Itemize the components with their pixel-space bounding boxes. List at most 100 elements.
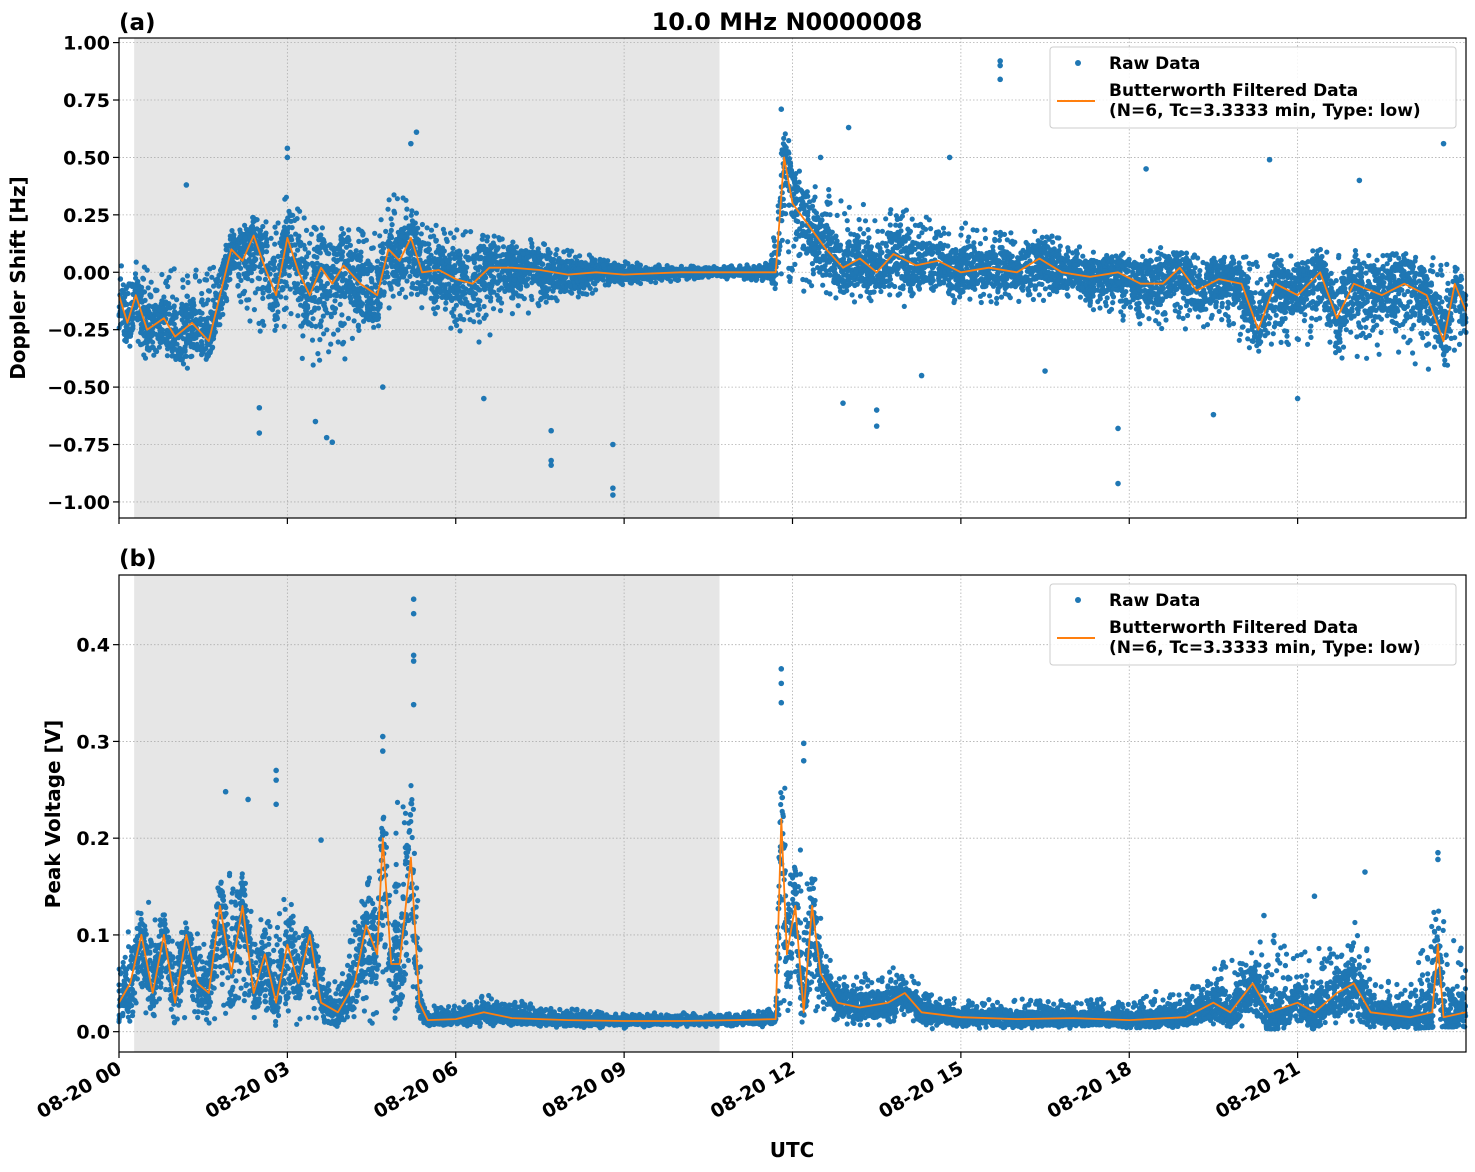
raw-data-point (922, 278, 928, 284)
raw-data-point (612, 264, 618, 270)
raw-data-point (134, 310, 140, 316)
raw-data-point (762, 273, 768, 279)
raw-data-point (450, 245, 456, 251)
raw-data-point (346, 289, 353, 295)
raw-data-point (791, 213, 797, 219)
raw-data-point (465, 309, 471, 315)
raw-data-point (260, 223, 266, 230)
raw-data-point (193, 308, 199, 314)
raw-data-point (428, 227, 435, 233)
raw-data-point (331, 331, 337, 337)
raw-data-point (812, 240, 818, 246)
raw-data-point (903, 207, 910, 213)
raw-data-point (569, 248, 575, 254)
raw-data-point (476, 339, 482, 345)
raw-data-point (300, 333, 306, 339)
raw-data-point (352, 307, 358, 313)
raw-data-point (879, 228, 886, 234)
raw-data-point (868, 255, 875, 261)
raw-data-point (878, 288, 884, 295)
raw-data-point (489, 244, 495, 250)
raw-data-point (491, 255, 498, 261)
raw-data-point (369, 306, 375, 312)
raw-data-point (449, 250, 455, 256)
raw-data-point (834, 212, 840, 218)
raw-data-point (887, 292, 893, 298)
raw-data-point (339, 278, 345, 284)
raw-data-point (275, 309, 281, 315)
raw-data-point (791, 243, 797, 249)
raw-data-point (812, 216, 818, 222)
raw-data-point (900, 283, 906, 289)
raw-data-point (324, 250, 330, 256)
raw-data-point (833, 295, 839, 301)
raw-data-point (216, 283, 222, 289)
raw-data-point (494, 246, 500, 252)
raw-data-point (529, 244, 535, 250)
raw-data-point (826, 228, 832, 234)
raw-data-point (149, 333, 155, 339)
raw-data-point (163, 278, 170, 284)
raw-data-point (375, 306, 381, 313)
raw-data-point (771, 235, 777, 241)
raw-data-point (543, 292, 550, 298)
raw-data-point (187, 306, 193, 312)
raw-data-point (810, 271, 817, 277)
raw-data-point (575, 266, 581, 272)
raw-data-point (406, 250, 412, 256)
raw-data-point (829, 247, 835, 253)
raw-data-point (556, 263, 562, 270)
raw-data-point (481, 280, 487, 286)
raw-data-point (145, 285, 151, 291)
raw-data-point (260, 290, 266, 296)
raw-data-point (129, 320, 135, 327)
raw-data-point (140, 275, 146, 281)
raw-data-point (926, 217, 932, 223)
raw-data-point (394, 196, 400, 202)
raw-data-point (918, 252, 924, 259)
raw-data-point (390, 293, 396, 299)
raw-data-point (812, 184, 818, 190)
raw-data-point (194, 347, 200, 353)
raw-data-point (807, 205, 813, 211)
raw-data-point (120, 282, 126, 288)
raw-data-point (266, 283, 272, 289)
raw-data-point (410, 265, 416, 271)
raw-data-point (863, 252, 870, 258)
raw-data-point (249, 246, 255, 252)
raw-data-point (801, 288, 807, 294)
raw-data-point (868, 250, 874, 256)
raw-data-point (236, 293, 243, 299)
raw-data-point (328, 341, 334, 347)
raw-data-point (342, 270, 348, 277)
raw-data-point (657, 267, 663, 273)
raw-data-point (229, 265, 235, 271)
raw-data-point (497, 295, 503, 301)
raw-data-point (386, 305, 392, 311)
raw-data-point (438, 247, 444, 254)
raw-data-point (521, 296, 527, 302)
raw-data-point (511, 255, 517, 261)
raw-data-point (314, 260, 320, 266)
raw-data-point (199, 290, 205, 297)
raw-data-point (177, 345, 183, 351)
raw-data-point (569, 275, 575, 281)
raw-data-point (313, 323, 319, 329)
raw-data-point (339, 240, 345, 246)
raw-data-point (148, 294, 154, 300)
raw-data-point (559, 259, 565, 265)
raw-data-point (250, 258, 256, 264)
raw-data-point (340, 231, 347, 237)
raw-data-point (206, 288, 212, 294)
raw-data-point (577, 253, 583, 259)
raw-data-point (320, 313, 326, 319)
raw-data-point (247, 318, 253, 324)
raw-data-point (280, 286, 286, 292)
raw-data-point (315, 305, 322, 311)
raw-data-point (288, 234, 294, 240)
raw-data-point (915, 283, 921, 289)
raw-data-point (884, 278, 890, 284)
raw-data-point (345, 315, 351, 321)
raw-data-point (241, 242, 247, 248)
raw-data-point (382, 280, 388, 286)
